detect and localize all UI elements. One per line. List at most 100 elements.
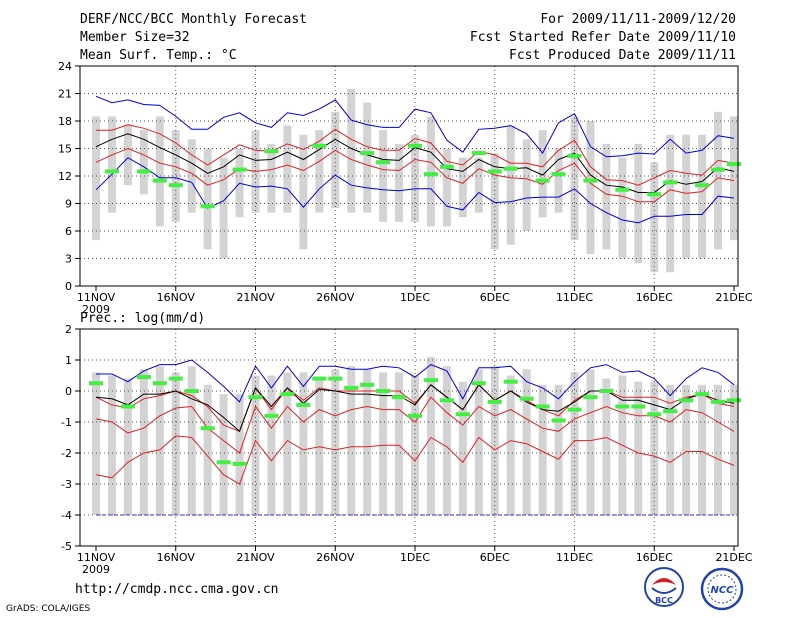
prec-obs-marker (535, 404, 550, 409)
prec-x-tick-label: 21NOV (236, 551, 275, 564)
temp-obs-marker (264, 149, 279, 154)
bcc-logo: BCC (644, 567, 684, 607)
temp-obs-marker (423, 172, 438, 177)
prec-series-mean (95, 384, 735, 433)
prec-y-tick-label: -5 (61, 540, 72, 553)
temp-spread-bar (219, 157, 228, 259)
prec-spread-bar (714, 384, 723, 515)
prec-spread-bar (235, 394, 244, 515)
prec-obs-marker (296, 402, 311, 407)
prec-spread-bar (682, 384, 691, 515)
temp-spread-bar (155, 116, 164, 227)
prec-obs-marker (423, 378, 438, 383)
temp-spread-bar (522, 139, 531, 231)
prec-spread-bar (395, 372, 404, 515)
temp-x-tick-label: 21DEC (715, 291, 752, 304)
prec-spread-bar (506, 375, 515, 515)
temp-obs-marker (471, 151, 486, 156)
footer-url: http://cmdp.ncc.cma.gov.cn (75, 582, 279, 597)
prec-x-tick-label: 21DEC (715, 551, 752, 564)
temp-x-tick-label: 16NOV (157, 291, 196, 304)
temp-obs-marker (695, 183, 710, 188)
prec-obs-marker (232, 461, 247, 466)
prec-y-tick-label: -3 (61, 478, 72, 491)
prec-obs-marker (519, 396, 534, 401)
temp-obs-marker (551, 172, 566, 177)
prec-spread-bar (219, 394, 228, 515)
prec-obs-marker (248, 395, 263, 400)
temp-spread-bar (650, 162, 659, 273)
prec-spread-bar (538, 384, 547, 515)
temp-y-tick-label: 18 (58, 115, 72, 128)
temp-x-tick-label: 11NOV (77, 291, 116, 304)
prec-year-label: 2009 (82, 563, 110, 576)
temp-spread-bar (586, 121, 595, 254)
prec-y-tick-label: -2 (61, 447, 72, 460)
temp-spread-bar (347, 88, 356, 213)
prec-obs-marker (727, 398, 741, 403)
prec-series-p50 (95, 396, 735, 454)
temp-spread-bar (267, 143, 276, 213)
temp-year-label: 2009 (82, 303, 110, 316)
prec-obs-marker (408, 413, 422, 418)
prec-spread-bar (602, 378, 611, 515)
temp-spread-bar (187, 139, 196, 213)
temp-spread-bar (283, 125, 292, 213)
prec-obs-marker (360, 382, 375, 387)
prec-spread-bar (490, 366, 499, 515)
temp-obs-marker (727, 162, 741, 167)
prec-spread-bar (171, 372, 180, 515)
fcst-started-date: Fcst Started Refer Date 2009/11/10 (469, 30, 736, 45)
prec-obs-marker (376, 389, 391, 393)
prec-spread-bar (139, 369, 148, 515)
temp-spread-bar (634, 143, 643, 264)
temp-spread-bar (139, 130, 148, 195)
prec-obs-marker (599, 389, 614, 393)
prec-spread-bar (107, 375, 116, 515)
prec-obs-marker (200, 426, 215, 431)
temp-x-tick-label: 11DEC (556, 291, 593, 304)
temp-spread-bar (554, 148, 563, 213)
variable-label: Mean Surf. Temp.: °C (80, 48, 237, 63)
prec-plot-frame (79, 328, 739, 547)
temp-obs-marker (535, 178, 550, 183)
prec-obs-marker (312, 376, 327, 381)
temp-y-tick-label: 9 (65, 198, 72, 211)
prec-obs-marker (89, 381, 103, 386)
temp-spread-bar (666, 134, 675, 273)
temp-series-max (95, 95, 735, 158)
ncc-logo-text: NCC (710, 585, 734, 596)
prec-x-tick-label: 26NOV (316, 551, 355, 564)
prec-x-tick-label: 11DEC (556, 551, 593, 564)
temp-obs-marker (200, 204, 215, 209)
temp-obs-marker (583, 178, 598, 183)
prec-spread-bar (299, 372, 308, 515)
prec-obs-marker (152, 381, 167, 386)
prec-y-tick-label: -4 (61, 509, 72, 522)
prec-obs-marker (487, 399, 502, 404)
temp-obs-marker (376, 160, 391, 165)
prec-chart-title: Prec.: log(mm/d) (80, 311, 205, 326)
prec-obs-marker (455, 412, 470, 417)
prec-x-tick-label: 1DEC (400, 551, 430, 564)
temp-spread-bar (698, 134, 707, 259)
prec-x-tick-label: 6DEC (480, 551, 510, 564)
prec-spread-bar (283, 372, 292, 515)
temp-spread-bar (442, 148, 451, 227)
prec-obs-marker (615, 404, 630, 409)
prec-spread-bar (730, 384, 738, 515)
temp-obs-marker (567, 153, 582, 158)
prec-spread-bar (458, 381, 467, 515)
temp-chart: 0 3 6 9 12 15 18 21 24 11NOV 16NOV 21NOV 26NOV 1DEC 6D… (58, 60, 753, 316)
temp-spread-bar (730, 116, 738, 241)
prec-obs-marker (136, 375, 151, 380)
temp-spread-bar (92, 116, 100, 241)
prec-x-tick-label: 16NOV (157, 551, 196, 564)
prec-obs-marker (567, 407, 582, 412)
prec-obs-marker (471, 381, 486, 386)
temp-y-tick-label: 3 (65, 253, 72, 266)
prec-obs-marker (647, 412, 662, 417)
temp-obs-marker (312, 143, 327, 148)
prec-spread-bar (586, 369, 595, 515)
